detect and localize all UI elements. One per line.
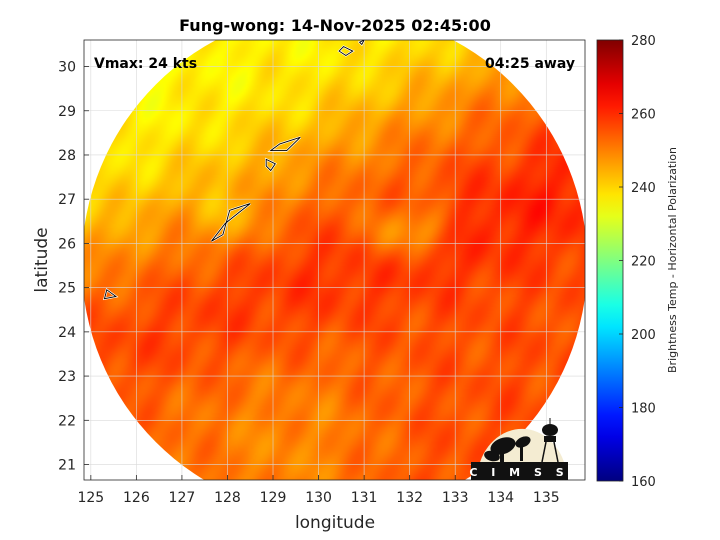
gridlines [84, 40, 585, 480]
contour-lines [102, 40, 366, 301]
colorbar [596, 39, 624, 482]
x-tick-label: 135 [533, 490, 560, 506]
colorbar-tick-label: 160 [631, 475, 656, 490]
x-tick-label: 132 [396, 490, 423, 506]
x-tick-label: 134 [487, 490, 514, 506]
colorbar-tick-label: 260 [631, 108, 656, 123]
x-tick-label: 133 [442, 490, 469, 506]
colorbar-tick-label: 220 [631, 255, 656, 270]
contour-line [211, 203, 251, 242]
y-tick-label: 21 [58, 458, 76, 474]
y-tick-label: 23 [58, 369, 76, 385]
y-tick-label: 28 [58, 148, 76, 164]
y-tick-label: 22 [58, 413, 76, 429]
swath-image [84, 40, 585, 480]
colorbar-label: Brightness Temp - Horizontal Polarizatio… [666, 147, 679, 373]
y-tick-label: 29 [58, 104, 76, 120]
y-tick-label: 27 [58, 192, 76, 208]
vmax-annotation: Vmax: 24 kts [94, 56, 197, 72]
colorbar-tick-label: 200 [631, 328, 656, 343]
x-tick-label: 131 [351, 490, 378, 506]
y-axis-ticks: 21 22 23 24 25 26 27 28 29 30 [58, 60, 89, 474]
cimss-logo: C I M S S [469, 418, 568, 480]
x-tick-label: 127 [169, 490, 196, 506]
x-axis-label: longitude [295, 513, 375, 533]
x-tick-label: 129 [260, 490, 287, 506]
time-away-annotation: 04:25 away [485, 56, 575, 72]
plot-frame [83, 39, 586, 481]
x-tick-label: 126 [123, 490, 150, 506]
x-tick-label: 130 [305, 490, 332, 506]
x-tick-label: 125 [77, 490, 104, 506]
contour-line [265, 158, 276, 172]
y-tick-label: 26 [58, 236, 76, 252]
x-axis-ticks: 125 126 127 128 129 130 131 132 133 134 135 [77, 475, 560, 506]
contour-line [358, 40, 365, 46]
y-tick-label: 30 [58, 60, 76, 76]
colorbar-tick-label: 240 [631, 181, 656, 196]
colorbar-ticks: 160 180 200 220 240 260 280 [619, 34, 656, 490]
contour-line [338, 46, 354, 57]
chart-title: Fung-wong: 14-Nov-2025 02:45:00 [179, 16, 491, 35]
contour-line [269, 136, 301, 152]
y-axis-label: latitude [32, 227, 52, 292]
logo-band [471, 462, 568, 480]
x-tick-label: 128 [214, 490, 241, 506]
y-tick-label: 25 [58, 281, 76, 297]
y-tick-label: 24 [58, 325, 76, 341]
contour-line [103, 289, 117, 300]
logo-text: C I M S S [469, 466, 568, 479]
colorbar-tick-label: 280 [631, 34, 656, 49]
colorbar-tick-label: 180 [631, 402, 656, 417]
brightness-temperature-swath [84, 40, 585, 480]
